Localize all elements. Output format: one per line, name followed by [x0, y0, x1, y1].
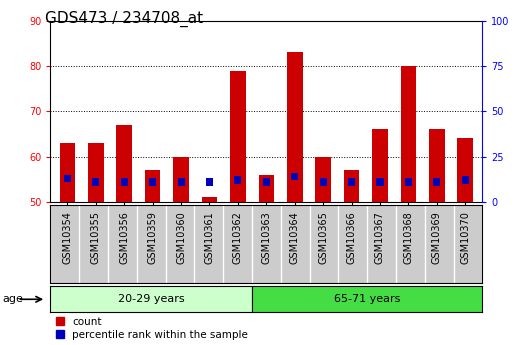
Bar	[64, 175, 71, 182]
Text: GSM10363: GSM10363	[261, 211, 271, 264]
Text: GSM10368: GSM10368	[403, 211, 413, 264]
Text: age: age	[3, 294, 23, 304]
Bar	[405, 178, 412, 186]
Text: GSM10354: GSM10354	[63, 211, 73, 264]
Bar	[121, 178, 128, 186]
Legend: count, percentile rank within the sample: count, percentile rank within the sample	[56, 317, 248, 340]
Bar	[50, 286, 252, 312]
Bar	[173, 157, 189, 202]
Text: 20-29 years: 20-29 years	[118, 294, 184, 304]
Bar	[259, 175, 274, 202]
Bar	[376, 178, 384, 186]
Text: GSM10370: GSM10370	[460, 211, 470, 264]
Bar	[457, 138, 473, 202]
Bar	[92, 178, 99, 186]
Bar	[401, 66, 416, 202]
Bar	[202, 197, 217, 202]
Text: GDS473 / 234708_at: GDS473 / 234708_at	[45, 10, 203, 27]
Text: GSM10360: GSM10360	[176, 211, 186, 264]
Bar	[230, 70, 246, 202]
Text: 65-71 years: 65-71 years	[334, 294, 400, 304]
Text: GSM10364: GSM10364	[290, 211, 300, 264]
Bar	[429, 129, 445, 202]
Bar	[462, 177, 469, 184]
Bar	[344, 170, 359, 202]
Bar	[315, 157, 331, 202]
Bar	[88, 143, 104, 202]
Bar	[287, 52, 303, 202]
Bar	[149, 178, 156, 186]
Text: GSM10356: GSM10356	[119, 211, 129, 264]
Text: GSM10366: GSM10366	[347, 211, 357, 264]
Bar	[348, 178, 355, 186]
Bar	[252, 286, 482, 312]
Bar	[59, 143, 75, 202]
Text: GSM10361: GSM10361	[205, 211, 215, 264]
Text: GSM10362: GSM10362	[233, 211, 243, 264]
Text: GSM10369: GSM10369	[432, 211, 442, 264]
Bar	[372, 129, 388, 202]
Bar	[145, 170, 161, 202]
Bar	[206, 178, 213, 186]
Bar	[320, 178, 326, 186]
Text: GSM10365: GSM10365	[318, 211, 328, 264]
Bar	[263, 178, 270, 186]
Text: GSM10367: GSM10367	[375, 211, 385, 264]
Bar	[291, 173, 298, 180]
Text: GSM10359: GSM10359	[148, 211, 157, 264]
Bar	[178, 178, 184, 186]
Bar	[117, 125, 132, 202]
Bar	[234, 177, 242, 184]
Text: GSM10355: GSM10355	[91, 211, 101, 265]
Bar	[434, 178, 440, 186]
